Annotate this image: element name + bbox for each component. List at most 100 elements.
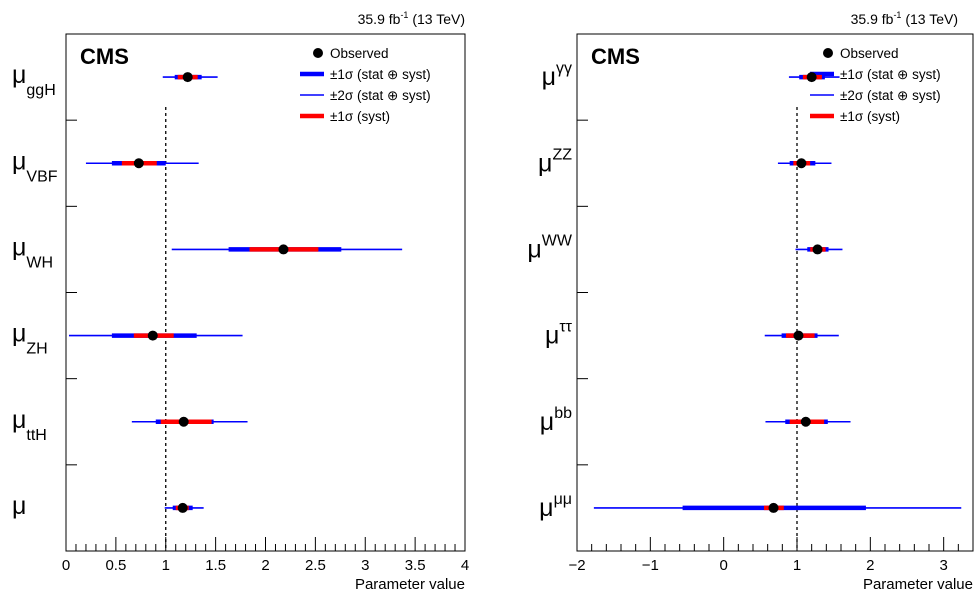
x-tick-label: 0 <box>62 557 70 574</box>
observed-marker <box>177 502 188 513</box>
x-axis-label: Parameter value <box>863 576 973 593</box>
y-category-label: μttH <box>12 406 47 444</box>
x-tick-label: −2 <box>568 557 585 574</box>
observed-marker <box>178 416 189 427</box>
y-label-superscript: bb <box>554 405 572 422</box>
data-point-group <box>164 502 204 513</box>
y-label-superscript: μμ <box>554 491 572 508</box>
y-label-symbol: μ <box>527 235 541 263</box>
y-category-label: μWW <box>527 232 573 263</box>
lumi-value: 35.9 fb <box>358 11 401 27</box>
x-tick-label: 1 <box>793 557 801 574</box>
observed-marker <box>812 244 823 255</box>
x-tick-label: 3 <box>939 557 947 574</box>
data-point-group <box>131 416 248 427</box>
data-point-group <box>765 416 851 427</box>
legend-label: ±2σ (stat ⊕ syst) <box>840 88 941 103</box>
y-label-subscript: WH <box>26 254 53 271</box>
y-label-symbol: μ <box>12 147 26 175</box>
y-label-superscript: ZZ <box>552 146 572 163</box>
y-label-symbol: μ <box>542 63 556 91</box>
y-label-symbol: μ <box>12 61 26 89</box>
observed-marker <box>278 244 289 255</box>
observed-marker <box>800 416 811 427</box>
legend-marker-observed <box>313 48 323 58</box>
energy-label: (13 TeV) <box>901 11 958 27</box>
observed-marker <box>768 502 779 513</box>
y-category-label: μZZ <box>538 146 572 177</box>
plot-frame <box>65 33 466 552</box>
lumi-value: 35.9 fb <box>851 11 894 27</box>
lumi-exponent: -1 <box>400 10 408 20</box>
chart-panel-1: 35.9 fb-1 (13 TeV) CMS 0 0.5 1 1.5 2 2.5 3 3.5 4 Pa… <box>12 10 469 593</box>
y-category-label: μggH <box>12 61 56 99</box>
data-point-group <box>777 158 832 169</box>
x-tick-label: 1 <box>162 557 170 574</box>
legend-label: ±1σ (stat ⊕ syst) <box>840 67 941 82</box>
x-tick-label: −1 <box>642 557 659 574</box>
legend-label: ±1σ (syst) <box>840 109 900 124</box>
experiment-label: CMS <box>80 44 129 69</box>
x-tick-label: 4 <box>461 557 469 574</box>
y-category-label: μbb <box>540 405 572 436</box>
x-tick-label: 2.5 <box>305 557 326 574</box>
observed-marker <box>133 158 144 169</box>
y-label-superscript: γγ <box>556 60 572 77</box>
x-tick-label: 2 <box>866 557 874 574</box>
legend-label: Observed <box>840 46 899 61</box>
y-label-subscript: ggH <box>26 82 55 99</box>
observed-marker <box>806 72 817 83</box>
observed-marker <box>793 330 804 341</box>
y-label-symbol: μ <box>539 494 553 522</box>
lumi-exponent: -1 <box>893 10 901 20</box>
y-label-symbol: μ <box>540 408 554 436</box>
y-category-label: μZH <box>12 320 48 358</box>
y-category-label: μWH <box>12 233 53 271</box>
x-axis-label: Parameter value <box>355 576 465 593</box>
data-point-group <box>68 330 243 341</box>
observed-marker <box>182 72 193 83</box>
data-point-group <box>788 72 840 83</box>
x-tick-label: 0.5 <box>105 557 126 574</box>
legend-label: ±2σ (stat ⊕ syst) <box>330 88 431 103</box>
observed-marker <box>796 158 807 169</box>
y-category-label: μμμ <box>539 491 572 522</box>
energy-label: (13 TeV) <box>408 11 465 27</box>
data-point-group <box>795 244 843 255</box>
plot-frame <box>576 33 974 552</box>
y-label-superscript: ττ <box>559 319 572 336</box>
y-label-symbol: μ <box>12 406 26 434</box>
lumi-header: 35.9 fb-1 (13 TeV) <box>851 10 958 27</box>
legend: Observed ±1σ (stat ⊕ syst) ±2σ (stat ⊕ sys… <box>300 46 431 124</box>
chart-panel-2: 35.9 fb-1 (13 TeV) CMS −2 −1 0 1 2 3 Parameter v… <box>527 10 974 593</box>
legend-label: Observed <box>330 46 389 61</box>
legend-label: ±1σ (syst) <box>330 109 390 124</box>
y-label-symbol: μ <box>12 320 26 348</box>
observed-marker <box>147 330 158 341</box>
y-category-label: μVBF <box>12 147 58 185</box>
y-label-symbol: μ <box>12 233 26 261</box>
y-label-subscript: VBF <box>26 168 57 185</box>
y-label-symbol: μ <box>545 322 559 350</box>
data-point-group <box>171 244 403 255</box>
x-tick-label: 3.5 <box>405 557 426 574</box>
y-category-label: μττ <box>545 319 573 350</box>
legend-label: ±1σ (stat ⊕ syst) <box>330 67 431 82</box>
legend: Observed ±1σ (stat ⊕ syst) ±2σ (stat ⊕ sys… <box>810 46 941 124</box>
data-point-group <box>85 158 199 169</box>
y-label-symbol: μ <box>538 149 552 177</box>
x-tick-label: 3 <box>361 557 369 574</box>
x-tick-label: 1.5 <box>205 557 226 574</box>
y-label-superscript: WW <box>542 232 573 249</box>
y-category-label: μγγ <box>542 60 572 91</box>
legend-marker-observed <box>823 48 833 58</box>
y-label-subscript: ZH <box>26 341 47 358</box>
y-label-symbol: μ <box>12 492 26 520</box>
y-label-subscript: ttH <box>26 427 46 444</box>
experiment-label: CMS <box>591 44 640 69</box>
data-point-group <box>162 72 218 83</box>
x-tick-label: 2 <box>261 557 269 574</box>
data-point-group <box>764 330 839 341</box>
lumi-header: 35.9 fb-1 (13 TeV) <box>358 10 465 27</box>
